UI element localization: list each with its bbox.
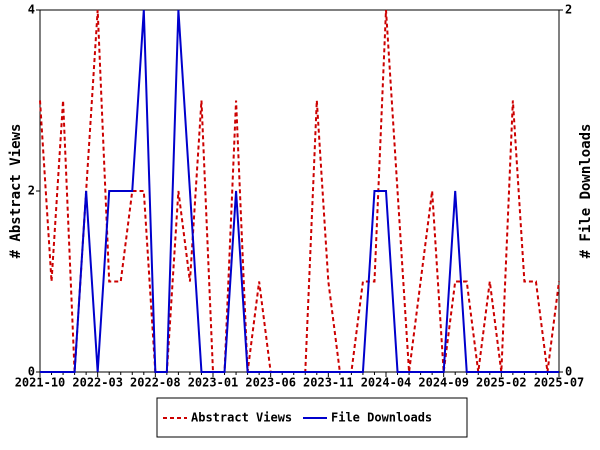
x-tick-label: 2023-01 <box>188 376 239 390</box>
y2-tick-label: 0 <box>565 365 572 379</box>
x-tick-label: 2024-04 <box>361 376 412 390</box>
x-tick-label: 2025-02 <box>476 376 527 390</box>
y-tick-label: 4 <box>28 3 35 17</box>
x-tick-label: 2025-07 <box>534 376 585 390</box>
y2-tick-label: 2 <box>565 3 572 17</box>
y-tick-label: 2 <box>28 184 35 198</box>
legend-label: File Downloads <box>331 411 432 425</box>
x-tick-label: 2024-09 <box>418 376 469 390</box>
series-line <box>40 9 559 373</box>
legend-box <box>156 397 468 438</box>
x-tick-label: 2023-06 <box>245 376 296 390</box>
legend-label: Abstract Views <box>191 411 292 425</box>
y2-axis-title: # File Downloads <box>578 124 594 259</box>
y-tick-label: 0 <box>28 365 35 379</box>
x-tick-label: 2023-11 <box>303 376 354 390</box>
x-tick-label: 2022-08 <box>130 376 181 390</box>
x-tick-label: 2021-10 <box>15 376 66 390</box>
y-axis-title: # Abstract Views <box>8 124 24 259</box>
x-tick-label: 2022-03 <box>72 376 123 390</box>
